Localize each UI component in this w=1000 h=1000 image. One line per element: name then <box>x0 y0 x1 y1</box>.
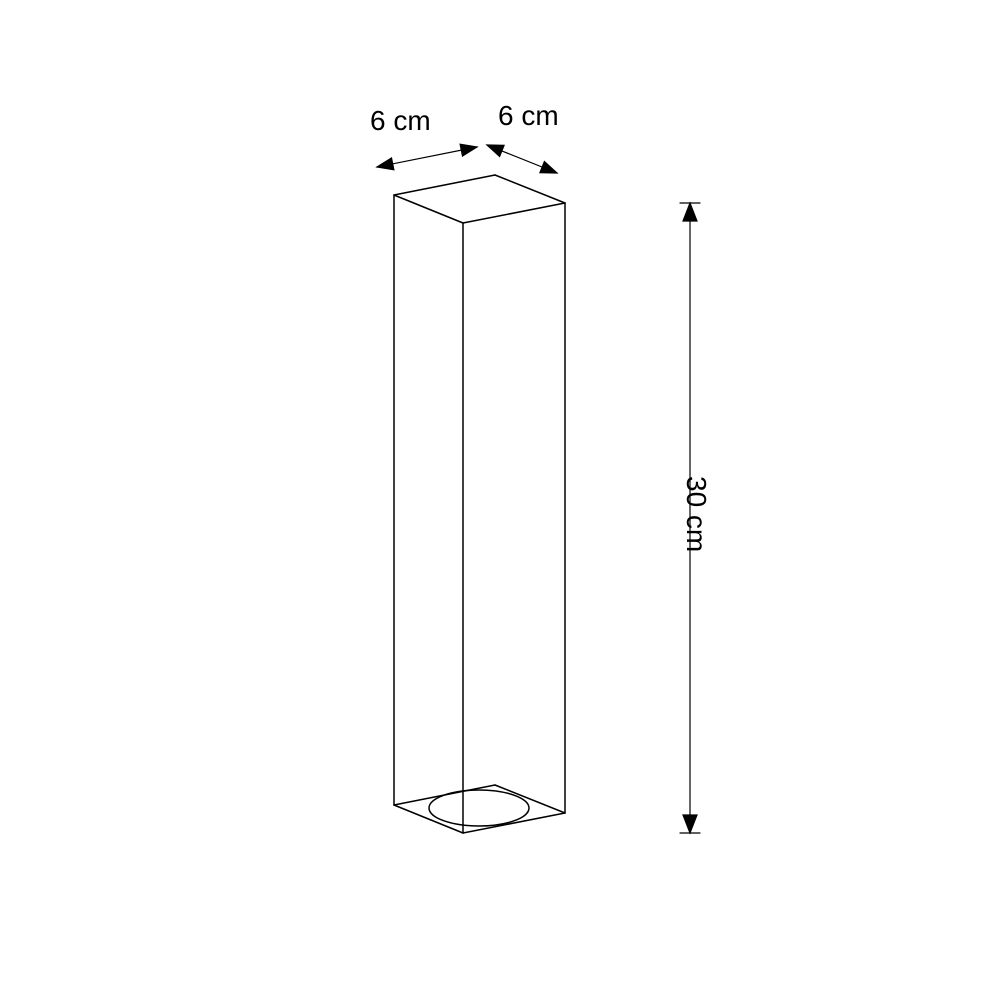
diagram-canvas: 6 cm 6 cm 30 cm <box>0 0 1000 1000</box>
dimension-drawing-svg <box>0 0 1000 1000</box>
height-dimension-label: 30 cm <box>680 476 712 552</box>
width-dimension-label: 6 cm <box>498 100 559 132</box>
depth-dimension-label: 6 cm <box>370 105 431 137</box>
